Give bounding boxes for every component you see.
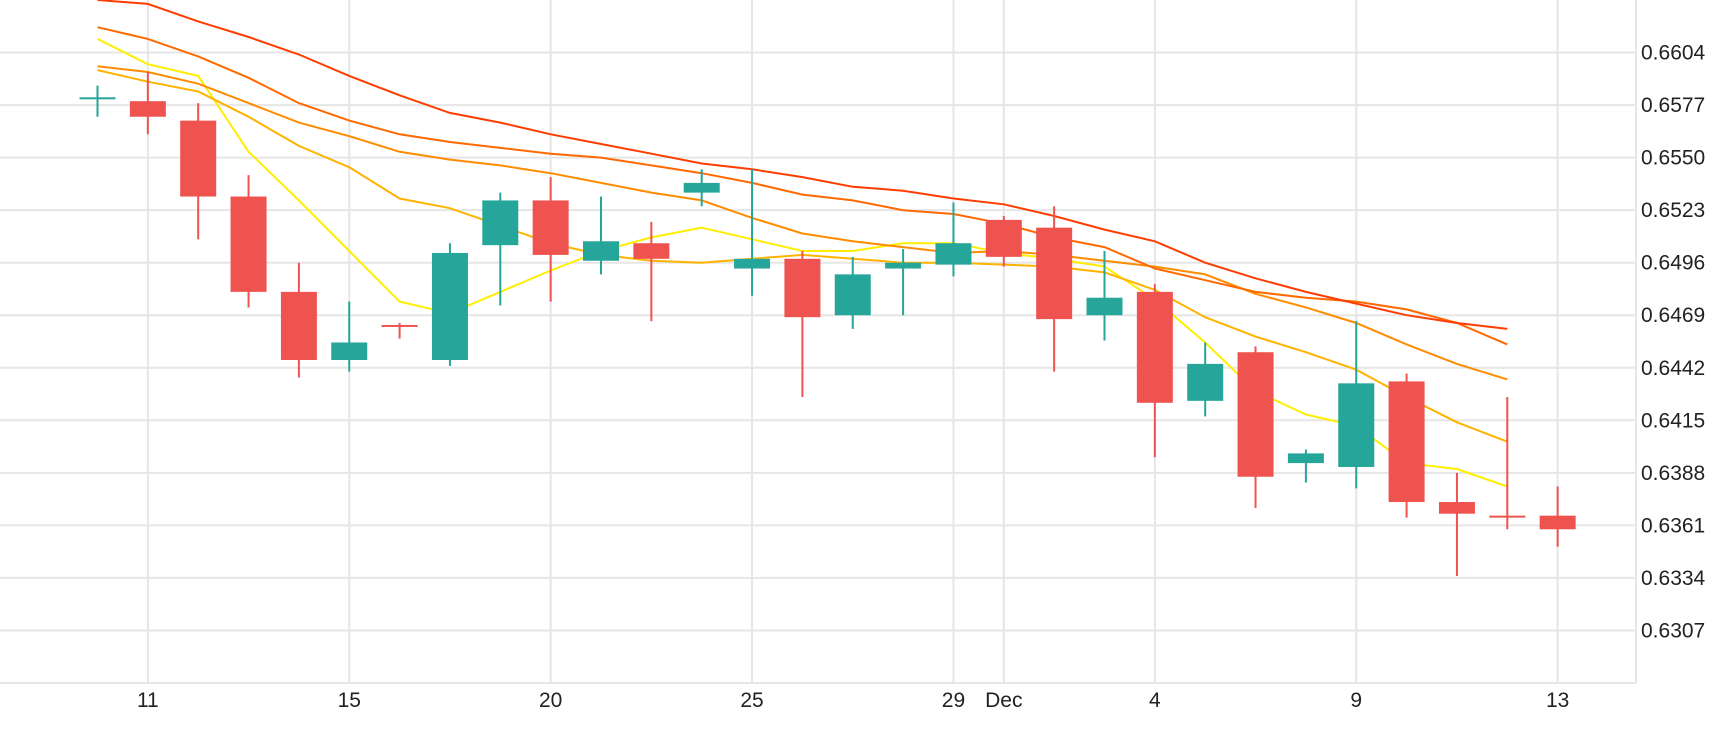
x-axis: 11 15 20 25 29 Dec 4 9 13 bbox=[137, 689, 1569, 712]
candle-body bbox=[1237, 352, 1274, 477]
candle bbox=[1036, 206, 1073, 372]
y-tick-label: 0.6469 bbox=[1641, 304, 1705, 327]
y-tick-label: 0.6442 bbox=[1641, 357, 1705, 380]
x-tick-label: 9 bbox=[1350, 689, 1362, 712]
candle-body bbox=[1539, 515, 1576, 530]
candle-body bbox=[331, 342, 368, 360]
candle-body bbox=[129, 101, 166, 117]
y-axis: 0.6604 0.6577 0.6550 0.6523 0.6496 0.6469 0.64… bbox=[1641, 42, 1706, 643]
candle bbox=[633, 221, 670, 322]
candle-body bbox=[482, 200, 519, 246]
candle bbox=[482, 192, 519, 306]
candle-body bbox=[230, 196, 267, 292]
x-tick-label: 4 bbox=[1149, 689, 1161, 712]
candle-body bbox=[885, 262, 922, 269]
candle bbox=[683, 169, 720, 207]
moving-average-line-4 bbox=[97, 26, 1508, 346]
candle bbox=[280, 262, 317, 378]
y-tick-label: 0.6415 bbox=[1641, 409, 1705, 432]
y-tick-label: 0.6604 bbox=[1641, 42, 1706, 65]
candle bbox=[1187, 342, 1224, 417]
candle bbox=[1136, 284, 1173, 458]
candle bbox=[431, 243, 468, 366]
candle bbox=[834, 256, 871, 329]
candle-body bbox=[79, 97, 116, 100]
candle bbox=[129, 71, 166, 135]
candles bbox=[79, 71, 1576, 576]
y-tick-label: 0.6307 bbox=[1641, 619, 1705, 642]
candle-body bbox=[985, 219, 1022, 257]
candle-body bbox=[834, 274, 871, 316]
candle bbox=[230, 175, 267, 308]
candle-body bbox=[431, 252, 468, 360]
candle-body bbox=[1489, 515, 1526, 518]
candle-body bbox=[1338, 383, 1375, 468]
moving-averages bbox=[97, 0, 1508, 488]
candle-body bbox=[1136, 291, 1173, 403]
candle bbox=[1388, 373, 1425, 518]
grid bbox=[0, 0, 1637, 684]
candle-body bbox=[1438, 502, 1475, 514]
candle-body bbox=[734, 258, 771, 269]
x-tick-label: 11 bbox=[137, 689, 159, 712]
candle bbox=[784, 251, 821, 397]
candle-body bbox=[280, 291, 317, 360]
x-tick-label: 20 bbox=[539, 689, 562, 712]
x-tick-label: 29 bbox=[942, 689, 965, 712]
candle-body bbox=[1036, 227, 1073, 320]
moving-average-line-5 bbox=[97, 0, 1508, 330]
candle bbox=[1287, 449, 1324, 483]
candle-body bbox=[633, 243, 670, 259]
x-tick-label: 25 bbox=[740, 689, 763, 712]
candle-body bbox=[381, 324, 418, 327]
candle bbox=[1489, 396, 1526, 530]
candle bbox=[1438, 472, 1475, 576]
candle bbox=[935, 202, 972, 277]
candle-body bbox=[784, 258, 821, 318]
y-tick-label: 0.6496 bbox=[1641, 252, 1705, 275]
candle bbox=[381, 323, 418, 339]
candle-body bbox=[1187, 363, 1224, 401]
y-tick-label: 0.6361 bbox=[1641, 514, 1705, 537]
x-tick-label: 13 bbox=[1546, 689, 1569, 712]
candle bbox=[734, 169, 771, 296]
candle bbox=[1237, 346, 1274, 508]
candle-body bbox=[180, 120, 217, 197]
candle bbox=[180, 103, 217, 240]
candle-body bbox=[683, 182, 720, 193]
y-tick-label: 0.6523 bbox=[1641, 199, 1705, 222]
candle bbox=[331, 301, 368, 372]
candle bbox=[532, 177, 569, 302]
y-tick-label: 0.6388 bbox=[1641, 462, 1705, 485]
candle bbox=[1338, 321, 1375, 489]
candle bbox=[885, 249, 922, 316]
y-tick-label: 0.6334 bbox=[1641, 567, 1706, 590]
candle-body bbox=[532, 200, 569, 255]
candle-body bbox=[935, 243, 972, 265]
candle-body bbox=[1086, 297, 1123, 316]
candle-body bbox=[1287, 453, 1324, 464]
candle-body bbox=[1388, 381, 1425, 503]
x-tick-label: Dec bbox=[985, 689, 1022, 712]
candle bbox=[79, 85, 116, 117]
x-tick-label: 15 bbox=[338, 689, 361, 712]
candle bbox=[1086, 251, 1123, 341]
candle bbox=[1539, 486, 1576, 547]
y-tick-label: 0.6550 bbox=[1641, 147, 1705, 170]
candle bbox=[583, 196, 619, 275]
moving-average-line-3 bbox=[97, 65, 1508, 381]
candle-body bbox=[583, 241, 619, 261]
y-tick-label: 0.6577 bbox=[1641, 94, 1705, 117]
candle bbox=[985, 215, 1022, 267]
